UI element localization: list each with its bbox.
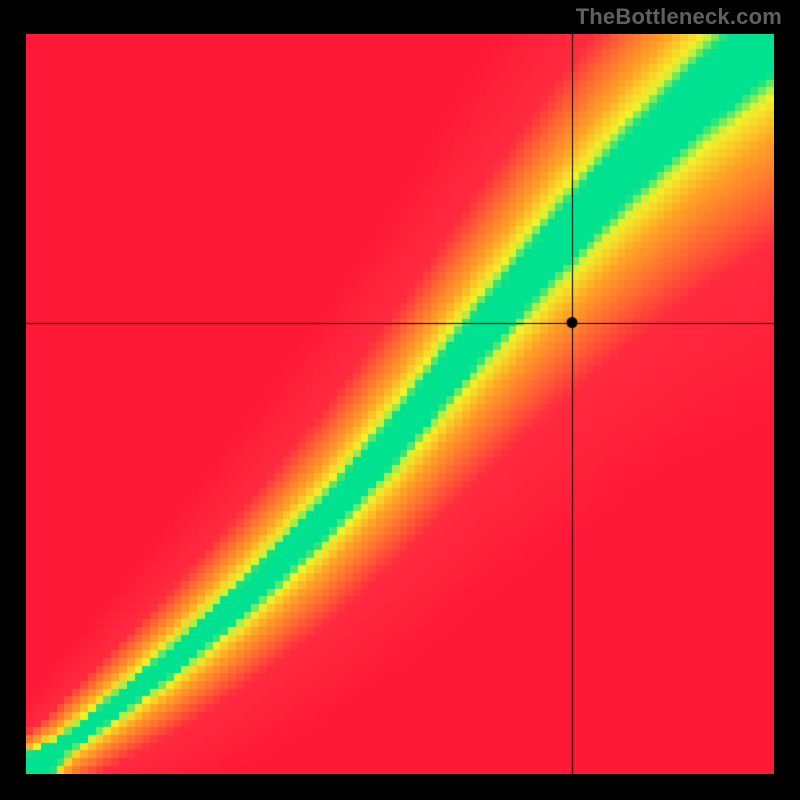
crosshair-overlay: [26, 34, 774, 774]
watermark-text: TheBottleneck.com: [576, 4, 782, 30]
chart-container: { "watermark": { "text": "TheBottleneck.…: [0, 0, 800, 800]
